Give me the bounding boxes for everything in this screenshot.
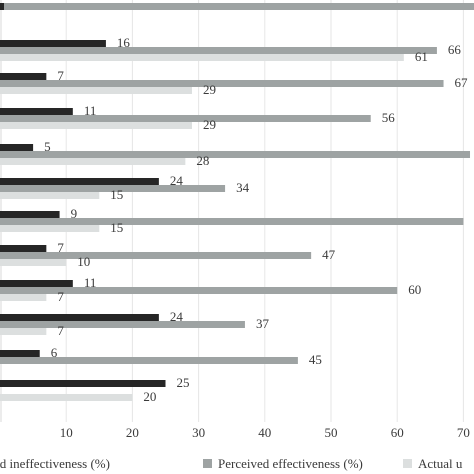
data-label: 15	[110, 220, 123, 235]
bar-perceived-ineffectiveness--9	[0, 314, 159, 321]
bar-actual-u-7	[0, 259, 67, 266]
x-tick-label: 40	[258, 425, 271, 440]
x-tick-label: 50	[325, 425, 338, 440]
bar-perceived-effectiveness--5	[0, 185, 226, 192]
bar-perceived-ineffectiveness--6	[0, 211, 60, 218]
bar-actual-u-2	[0, 87, 192, 94]
bar-perceived-ineffectiveness--3	[0, 108, 73, 115]
bar-perceived-effectiveness--7	[0, 252, 312, 259]
data-label: 11	[84, 275, 97, 290]
bar-perceived-ineffectiveness--2	[0, 73, 47, 80]
data-label: 28	[196, 153, 209, 168]
data-label: 60	[408, 282, 421, 297]
legend-swatch-1	[203, 459, 212, 468]
data-label: 25	[177, 375, 190, 390]
bar-perceived-ineffectiveness--7	[0, 245, 47, 252]
x-tick-label: 70	[457, 425, 470, 440]
data-label: 7	[57, 289, 64, 304]
bar-actual-u-5	[0, 192, 100, 199]
bars-layer	[0, 3, 474, 401]
bar-actual-u-6	[0, 225, 100, 232]
data-label: 10	[77, 254, 90, 269]
bar-actual-u-8	[0, 294, 47, 301]
x-tick-label: 60	[391, 425, 404, 440]
data-label: 7	[57, 240, 64, 255]
data-label: 47	[322, 247, 336, 262]
bar-perceived-ineffectiveness--11	[0, 380, 166, 387]
bar-actual-u-3	[0, 122, 192, 129]
x-axis-ticks: 10 20 30 40 50 60 70	[60, 425, 470, 440]
bar-perceived-effectiveness--0	[0, 3, 474, 10]
gridlines	[0, 0, 464, 422]
x-tick-label: 10	[60, 425, 73, 440]
data-label: 11	[84, 103, 97, 118]
bar-actual-u-1	[0, 54, 404, 61]
x-tick-label: 20	[126, 425, 139, 440]
legend-label-2: Actual u	[418, 456, 463, 471]
data-label: 7	[57, 68, 64, 83]
bar-perceived-effectiveness--9	[0, 321, 245, 328]
data-label: 61	[415, 49, 428, 64]
data-label: 6	[51, 345, 58, 360]
data-label: 5	[44, 139, 51, 154]
data-label: 56	[382, 110, 396, 125]
data-label: 7	[57, 323, 64, 338]
x-tick-label: 30	[192, 425, 205, 440]
bar-perceived-effectiveness--3	[0, 115, 371, 122]
legend-label-0: Perceived ineffectiveness (%)	[0, 456, 110, 471]
bar-perceived-ineffectiveness--1	[0, 40, 106, 47]
data-label: 20	[143, 389, 156, 404]
legend-swatch-2	[403, 459, 412, 468]
bar-perceived-effectiveness--2	[0, 80, 444, 87]
bar-top-stub	[0, 3, 4, 10]
data-label: 29	[203, 117, 216, 132]
legend-label-1: Perceived effectiveness (%)	[218, 456, 363, 471]
data-label: 16	[117, 35, 131, 50]
bar-perceived-effectiveness--6	[0, 218, 464, 225]
data-label: 34	[236, 180, 250, 195]
legend: Perceived ineffectiveness (%) Perceived e…	[0, 456, 463, 471]
bar-perceived-effectiveness--4	[0, 151, 471, 158]
data-label: 66	[448, 42, 462, 57]
data-label: 29	[203, 82, 216, 97]
bar-perceived-ineffectiveness--5	[0, 178, 159, 185]
data-label: 24	[170, 173, 184, 188]
bar-perceived-ineffectiveness--8	[0, 280, 73, 287]
data-label: 9	[71, 206, 78, 221]
bar-perceived-ineffectiveness--10	[0, 350, 40, 357]
bar-perceived-effectiveness--8	[0, 287, 398, 294]
bar-perceived-ineffectiveness--4	[0, 144, 34, 151]
data-labels-layer: 1671152497112462566675671347047603745612…	[44, 35, 469, 404]
bar-actual-u-11	[0, 394, 133, 401]
data-label: 67	[455, 75, 469, 90]
data-label: 37	[256, 316, 270, 331]
bar-actual-u-4	[0, 158, 186, 165]
bar-perceived-effectiveness--1	[0, 47, 437, 54]
data-label: 15	[110, 187, 123, 202]
data-label: 45	[309, 352, 322, 367]
bar-actual-u-9	[0, 328, 47, 335]
bar-perceived-effectiveness--10	[0, 357, 298, 364]
data-label: 24	[170, 309, 184, 324]
